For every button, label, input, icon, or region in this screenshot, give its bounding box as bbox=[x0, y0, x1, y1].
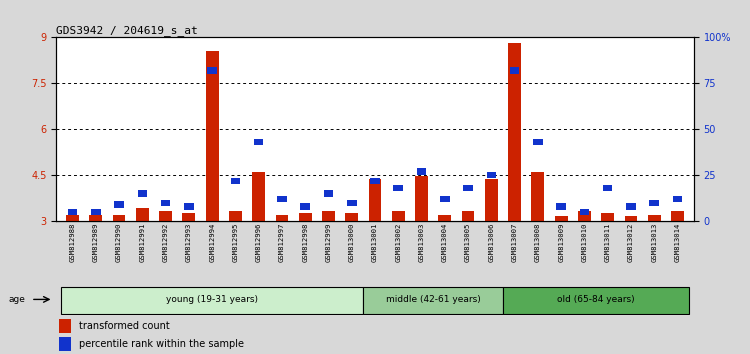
Bar bbox=[184, 203, 194, 210]
Bar bbox=[278, 196, 286, 202]
Text: GSM813008: GSM813008 bbox=[535, 223, 541, 262]
Bar bbox=[556, 203, 566, 210]
Bar bbox=[59, 319, 71, 333]
Bar bbox=[671, 211, 684, 221]
Bar bbox=[68, 209, 77, 215]
Bar bbox=[485, 179, 498, 221]
Text: GSM813005: GSM813005 bbox=[465, 223, 471, 262]
Text: GDS3942 / 204619_s_at: GDS3942 / 204619_s_at bbox=[56, 25, 198, 36]
Text: GSM812994: GSM812994 bbox=[209, 223, 215, 262]
Bar bbox=[626, 203, 636, 210]
Bar bbox=[440, 196, 449, 202]
Bar bbox=[464, 185, 472, 191]
Bar bbox=[252, 172, 265, 221]
Bar bbox=[580, 209, 590, 215]
Text: GSM812990: GSM812990 bbox=[116, 223, 122, 262]
Text: transformed count: transformed count bbox=[79, 321, 170, 331]
Bar bbox=[503, 287, 689, 314]
Bar bbox=[159, 211, 172, 221]
Bar bbox=[324, 190, 333, 197]
Bar bbox=[114, 201, 124, 208]
Text: GSM812993: GSM812993 bbox=[186, 223, 192, 262]
Text: age: age bbox=[8, 295, 26, 304]
Text: GSM812995: GSM812995 bbox=[232, 223, 238, 262]
Bar bbox=[59, 337, 71, 351]
Bar bbox=[462, 211, 475, 221]
Bar bbox=[229, 211, 242, 221]
Text: GSM812998: GSM812998 bbox=[302, 223, 308, 262]
Bar bbox=[368, 179, 382, 221]
Bar bbox=[298, 213, 311, 221]
Bar bbox=[136, 209, 148, 221]
Text: old (65-84 years): old (65-84 years) bbox=[557, 295, 634, 304]
Text: GSM813009: GSM813009 bbox=[558, 223, 564, 262]
Text: GSM813000: GSM813000 bbox=[349, 223, 355, 262]
Bar bbox=[509, 43, 521, 221]
Text: GSM812992: GSM812992 bbox=[163, 223, 169, 262]
Bar bbox=[417, 169, 426, 175]
Bar bbox=[61, 287, 363, 314]
Text: GSM813011: GSM813011 bbox=[604, 223, 610, 262]
Bar bbox=[301, 203, 310, 210]
Text: GSM813004: GSM813004 bbox=[442, 223, 448, 262]
Text: GSM813012: GSM813012 bbox=[628, 223, 634, 262]
Bar bbox=[394, 185, 403, 191]
Text: GSM812991: GSM812991 bbox=[140, 223, 146, 262]
Bar bbox=[182, 213, 195, 221]
Bar bbox=[206, 51, 218, 221]
Text: GSM812996: GSM812996 bbox=[256, 223, 262, 262]
Bar bbox=[160, 200, 170, 206]
Text: GSM813010: GSM813010 bbox=[581, 223, 587, 262]
Bar bbox=[137, 190, 147, 197]
Text: GSM813007: GSM813007 bbox=[512, 223, 518, 262]
Bar bbox=[650, 200, 659, 206]
Text: GSM813003: GSM813003 bbox=[419, 223, 424, 262]
Bar bbox=[322, 211, 334, 221]
Text: GSM813002: GSM813002 bbox=[395, 223, 401, 262]
Bar bbox=[230, 178, 240, 184]
Text: middle (42-61 years): middle (42-61 years) bbox=[386, 295, 481, 304]
Bar bbox=[625, 216, 638, 221]
Bar bbox=[345, 213, 358, 221]
Bar bbox=[673, 196, 682, 202]
Bar bbox=[487, 172, 496, 178]
Bar bbox=[603, 185, 613, 191]
Bar bbox=[347, 200, 356, 206]
Bar bbox=[91, 209, 101, 215]
Text: GSM813013: GSM813013 bbox=[651, 223, 657, 262]
Bar bbox=[370, 178, 380, 184]
Bar bbox=[578, 211, 591, 221]
Text: GSM812988: GSM812988 bbox=[70, 223, 76, 262]
Bar bbox=[275, 215, 288, 221]
Bar bbox=[363, 287, 503, 314]
Bar bbox=[510, 67, 520, 74]
Bar bbox=[439, 215, 452, 221]
Bar bbox=[89, 215, 102, 221]
Bar bbox=[648, 215, 661, 221]
Text: GSM813006: GSM813006 bbox=[488, 223, 494, 262]
Bar bbox=[555, 216, 568, 221]
Text: young (19-31 years): young (19-31 years) bbox=[166, 295, 258, 304]
Bar bbox=[207, 67, 217, 74]
Text: GSM812997: GSM812997 bbox=[279, 223, 285, 262]
Text: GSM813001: GSM813001 bbox=[372, 223, 378, 262]
Bar bbox=[602, 213, 614, 221]
Text: percentile rank within the sample: percentile rank within the sample bbox=[79, 339, 244, 349]
Text: GSM812989: GSM812989 bbox=[93, 223, 99, 262]
Text: GSM813014: GSM813014 bbox=[674, 223, 680, 262]
Bar bbox=[533, 139, 543, 145]
Bar bbox=[112, 215, 125, 221]
Bar bbox=[532, 172, 544, 221]
Bar bbox=[66, 215, 79, 221]
Text: GSM812999: GSM812999 bbox=[326, 223, 332, 262]
Bar bbox=[254, 139, 263, 145]
Bar bbox=[416, 176, 428, 221]
Bar bbox=[392, 211, 405, 221]
